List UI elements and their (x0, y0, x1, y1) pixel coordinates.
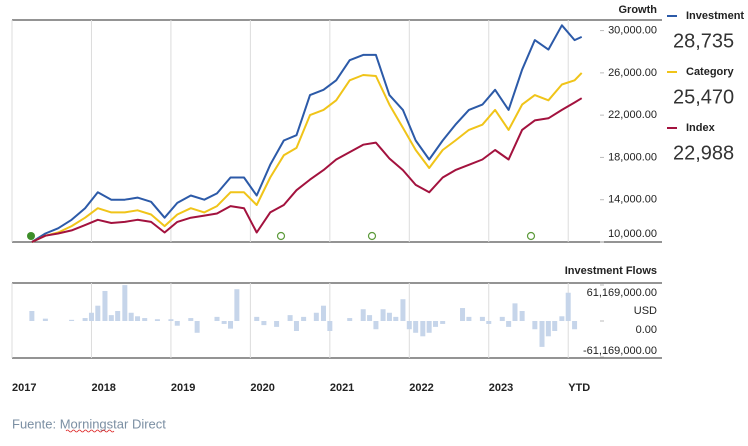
bar (386, 312, 392, 321)
bar (565, 292, 571, 321)
bar (293, 321, 299, 332)
y-tick-label: 10,000.00 (608, 228, 657, 240)
x-tick-label: 2023 (489, 382, 513, 394)
bar (406, 321, 412, 330)
bar (168, 319, 174, 321)
bar (360, 309, 366, 321)
bar (108, 315, 114, 321)
bar (95, 305, 101, 321)
bar (373, 321, 379, 330)
bar (327, 321, 333, 332)
bar (320, 305, 326, 321)
bar (154, 319, 160, 321)
x-tick-label: 2017 (12, 382, 36, 394)
bar (499, 316, 505, 321)
bar (572, 321, 578, 330)
bar (486, 321, 492, 324)
bar (466, 316, 472, 321)
bar (301, 316, 307, 321)
bar (519, 310, 525, 321)
bar (194, 321, 200, 333)
bar (221, 321, 227, 324)
bar (506, 321, 512, 327)
event-marker (27, 232, 35, 240)
bar (122, 285, 128, 321)
bar (426, 321, 432, 333)
x-tick-label: 2020 (250, 382, 274, 394)
bar (287, 315, 293, 321)
source: Fuente: Morningstar Direct (12, 416, 166, 431)
legend-value: 28,735 (673, 30, 734, 52)
x-tick-label: 2022 (409, 382, 433, 394)
bar (234, 289, 240, 321)
series-line (31, 24, 583, 243)
legend-label: Investment (686, 10, 744, 22)
legend-label: Index (686, 122, 716, 134)
bar (254, 316, 260, 321)
plot (29, 24, 583, 347)
legend-label: Category (686, 66, 735, 78)
bar (532, 321, 538, 330)
bar (228, 321, 234, 329)
x-tick-label: 2021 (330, 382, 354, 394)
bar (82, 318, 88, 321)
bar (188, 318, 194, 321)
x-tick-label: YTD (568, 382, 590, 394)
event-marker (367, 231, 377, 241)
y-tick-label: 14,000.00 (608, 194, 657, 206)
bar (479, 316, 485, 321)
bar (440, 321, 446, 324)
bar (135, 316, 141, 321)
bar (400, 299, 406, 321)
bar (539, 321, 545, 347)
bar (115, 310, 121, 321)
bar (42, 318, 48, 321)
grid (11, 20, 604, 358)
bar (460, 308, 466, 321)
bar (433, 321, 439, 327)
chart-title: Investment Flows (565, 265, 657, 277)
y-tick-label: 30,000.00 (608, 24, 657, 36)
bar (420, 321, 426, 337)
unit-label: USD (634, 305, 657, 317)
y-tick-label: 0.00 (636, 324, 657, 336)
x-tick-label: 2018 (91, 382, 115, 394)
legend-value: 22,988 (673, 142, 734, 164)
bar (367, 315, 373, 321)
bar (69, 319, 75, 321)
bar (29, 310, 35, 321)
chart-title: Growth (619, 4, 658, 16)
bar (88, 312, 94, 321)
event-marker (526, 231, 536, 241)
bar (102, 290, 108, 321)
bar (128, 312, 134, 321)
bar (274, 321, 280, 327)
legend-value: 25,470 (673, 86, 734, 108)
bar (512, 303, 518, 321)
bar (380, 309, 386, 321)
y-tick-label: 18,000.00 (608, 151, 657, 163)
bar (552, 321, 558, 332)
series-line (31, 72, 583, 243)
y-tick-label: 26,000.00 (608, 67, 657, 79)
x-tick-label: 2019 (171, 382, 195, 394)
bar (313, 312, 319, 321)
bar (261, 321, 267, 326)
spell-underline (65, 429, 115, 433)
y-tick-label: 22,000.00 (608, 109, 657, 121)
bar (174, 321, 180, 326)
bar (142, 318, 148, 321)
series-line (31, 97, 583, 243)
bar (413, 321, 419, 333)
bar (347, 318, 353, 321)
bar (214, 316, 220, 321)
y-tick-label: -61,169,000.00 (583, 345, 657, 357)
event-marker (276, 231, 286, 241)
bar (559, 316, 565, 321)
bar (393, 316, 399, 321)
y-tick-label: 61,169,000.00 (587, 287, 657, 299)
bar (545, 321, 551, 337)
